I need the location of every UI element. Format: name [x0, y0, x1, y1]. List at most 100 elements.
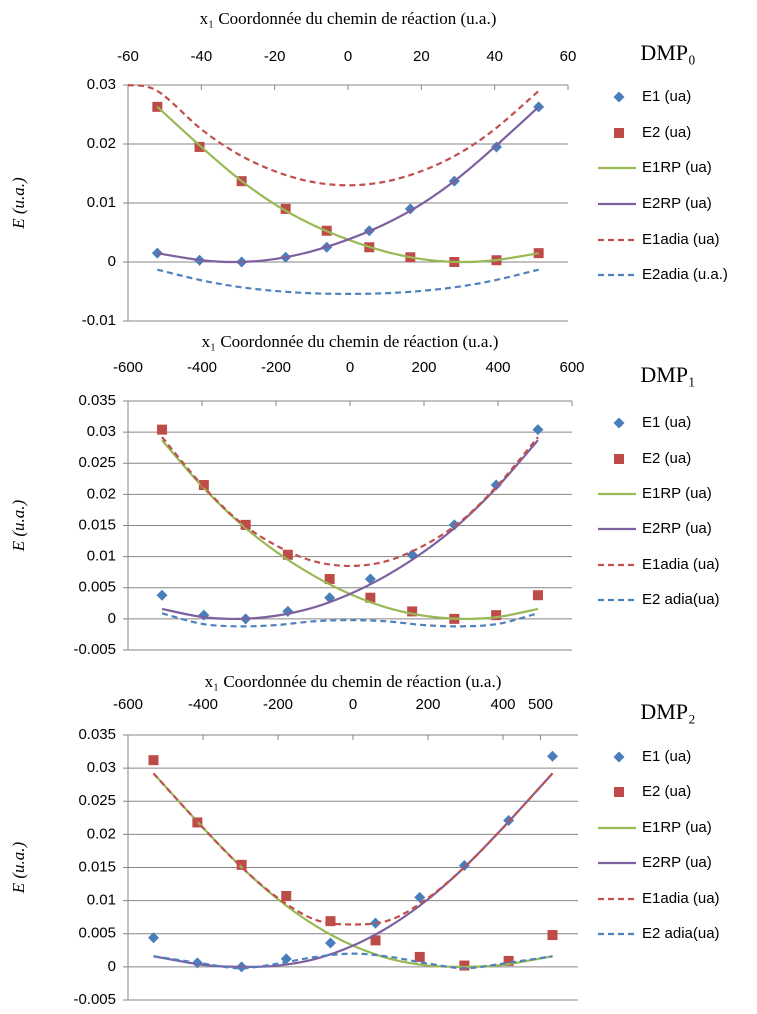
- y-tick-label: -0.005: [73, 991, 116, 1008]
- data-point: [448, 519, 460, 531]
- data-point: [458, 860, 470, 872]
- data-point: [281, 890, 292, 901]
- data-point: [325, 916, 336, 927]
- x-tick-label: 200: [415, 696, 440, 713]
- legend-label: E1RP (ua): [642, 819, 712, 836]
- curve: [152, 772, 554, 926]
- y-axis-label: E (u.a.): [9, 177, 28, 230]
- curve: [161, 439, 539, 621]
- y-tick-label: 0.03: [87, 76, 116, 93]
- x-tick-label: 500: [528, 696, 553, 713]
- y-tick-label: 0.005: [78, 925, 116, 942]
- curve: [161, 439, 539, 621]
- y-tick-label: 0.025: [78, 454, 116, 471]
- y-axis-label: E (u.a.): [9, 841, 28, 894]
- y-tick-label: -0.005: [73, 641, 116, 658]
- y-tick-label: 0.015: [78, 858, 116, 875]
- data-point: [414, 891, 426, 903]
- x-tick-label: -40: [190, 48, 212, 65]
- legend-label: E2 (ua): [642, 124, 691, 141]
- data-point: [157, 424, 168, 435]
- y-tick-label: 0.01: [87, 892, 116, 909]
- legend-label: E2RP (ua): [642, 195, 712, 212]
- y-tick-label: 0.035: [78, 726, 116, 743]
- legend-label: E1adia (ua): [642, 231, 720, 248]
- y-tick-label: 0.02: [87, 485, 116, 502]
- data-point: [148, 755, 159, 766]
- data-point: [198, 480, 209, 491]
- legend-swatch: [613, 751, 625, 763]
- y-tick-label: 0.03: [87, 423, 116, 440]
- data-point: [532, 590, 543, 601]
- legend-label: E1 (ua): [642, 88, 691, 105]
- data-point: [459, 960, 470, 971]
- legend-label: E2 (ua): [642, 450, 691, 467]
- x-axis-label: x₁ Coordonnée du chemin de réaction (u.a…: [202, 332, 499, 351]
- x-tick-label: 20: [413, 48, 430, 65]
- data-point: [194, 141, 205, 152]
- data-point: [236, 859, 247, 870]
- x-tick-label: -200: [261, 359, 291, 376]
- y-tick-label: 0.015: [78, 516, 116, 533]
- legend-label: E1adia (ua): [642, 556, 720, 573]
- x-tick-label: 0: [349, 696, 357, 713]
- x-axis-label: x₁ Coordonnée du chemin de réaction (u.a…: [200, 9, 497, 28]
- data-point: [282, 549, 293, 560]
- x-tick-label: -600: [113, 359, 143, 376]
- curve: [161, 436, 539, 568]
- x-axis-label: x₁ Coordonnée du chemin de réaction (u.a…: [205, 672, 502, 691]
- x-tick-label: -20: [264, 48, 286, 65]
- x-tick-label: -60: [117, 48, 139, 65]
- data-point: [280, 203, 291, 214]
- y-tick-label: 0.02: [87, 135, 116, 152]
- y-tick-label: 0.01: [87, 194, 116, 211]
- x-tick-label: 400: [490, 696, 515, 713]
- y-tick-label: 0.025: [78, 792, 116, 809]
- x-tick-label: 40: [486, 48, 503, 65]
- x-tick-label: -400: [188, 696, 218, 713]
- legend-label: E1 (ua): [642, 414, 691, 431]
- legend-label: E2 adia(ua): [642, 925, 720, 942]
- data-point: [148, 932, 159, 944]
- x-tick-label: -400: [187, 359, 217, 376]
- curve: [152, 772, 553, 969]
- legend-label: E1adia (ua): [642, 890, 720, 907]
- data-point: [532, 424, 544, 436]
- curve: [153, 772, 554, 969]
- legend-swatch: [613, 417, 625, 429]
- data-point: [156, 589, 168, 601]
- data-point: [325, 937, 336, 949]
- legend-label: E2 adia(ua): [642, 591, 720, 608]
- chart-title: DMP₀: [640, 40, 695, 65]
- legend-label: E2adia (u.a.): [642, 266, 728, 283]
- data-point: [365, 592, 376, 603]
- data-point: [503, 955, 514, 966]
- x-tick-label: 600: [559, 359, 584, 376]
- data-point: [533, 248, 544, 259]
- legend-swatch: [614, 787, 624, 797]
- legend-swatch: [614, 128, 624, 138]
- curve: [161, 612, 539, 628]
- y-tick-label: 0.03: [87, 759, 116, 776]
- curve: [127, 83, 540, 187]
- y-tick-label: 0: [108, 253, 116, 270]
- x-tick-label: 0: [346, 359, 354, 376]
- legend-label: E2RP (ua): [642, 854, 712, 871]
- x-tick-label: 60: [560, 48, 577, 65]
- chart-title: DMP₁: [640, 362, 695, 387]
- x-tick-label: 0: [344, 48, 352, 65]
- data-point: [240, 519, 251, 530]
- legend-label: E1RP (ua): [642, 159, 712, 176]
- curve: [157, 268, 539, 295]
- y-tick-label: -0.01: [82, 312, 116, 329]
- legend-swatch: [613, 91, 625, 103]
- y-tick-label: 0.02: [87, 825, 116, 842]
- chart-title: DMP₂: [640, 699, 695, 724]
- x-tick-label: 200: [411, 359, 436, 376]
- y-tick-label: 0: [108, 958, 116, 975]
- data-point: [370, 935, 381, 946]
- y-tick-label: 0.035: [78, 392, 116, 409]
- x-tick-label: 400: [485, 359, 510, 376]
- legend-label: E2 (ua): [642, 783, 691, 800]
